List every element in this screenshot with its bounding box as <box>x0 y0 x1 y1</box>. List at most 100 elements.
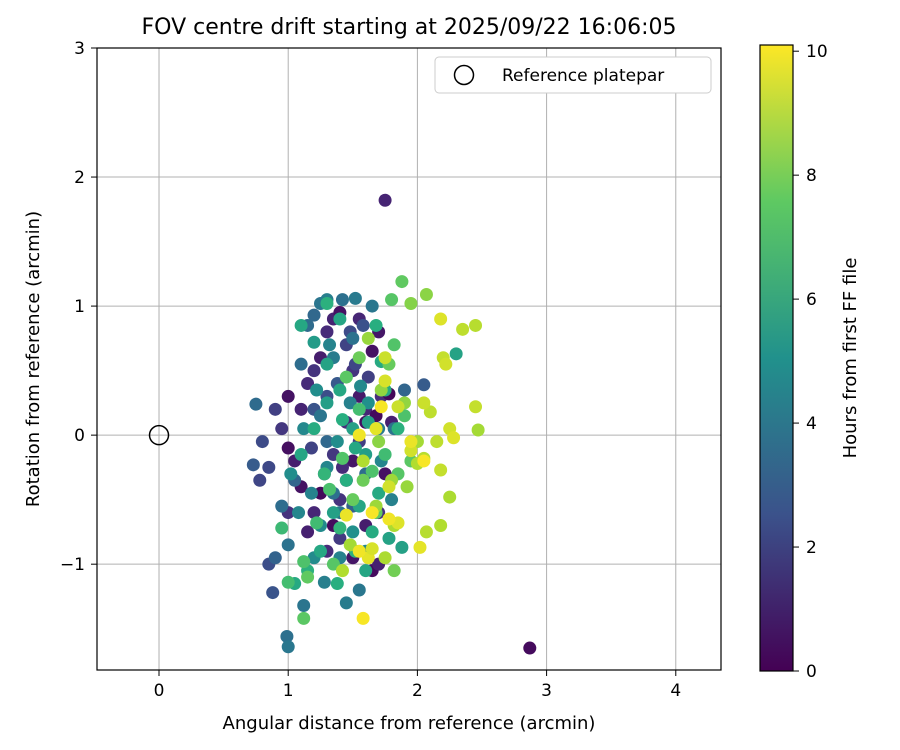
scatter-point <box>419 287 433 301</box>
scatter-point <box>335 293 349 307</box>
legend-box <box>434 56 712 94</box>
scatter-point <box>434 463 448 477</box>
scatter-point <box>301 570 315 584</box>
scatter-point <box>281 389 295 403</box>
scatter-point <box>439 357 453 371</box>
scatter-point <box>404 297 418 311</box>
y-axis-ticks: −1 0 1 2 3 <box>60 39 97 575</box>
scatter-point <box>307 506 321 520</box>
x-tick-label: 4 <box>670 681 681 701</box>
scatter-point <box>365 506 379 520</box>
scatter-point <box>391 422 405 436</box>
scatter-point <box>404 444 418 458</box>
scatter-point <box>348 441 362 455</box>
scatter-point <box>320 435 334 449</box>
scatter-point <box>297 422 311 436</box>
scatter-point <box>307 308 321 322</box>
scatter-point <box>365 542 379 556</box>
scatter-point <box>301 377 315 391</box>
scatter-point <box>323 482 337 496</box>
scatter-point <box>330 577 344 591</box>
colorbar-tick-label: 4 <box>806 414 817 434</box>
scatter-point <box>307 335 321 349</box>
scatter-point <box>469 318 483 332</box>
scatter-point <box>404 435 418 449</box>
scatter-point <box>456 322 470 336</box>
scatter-point <box>378 351 392 365</box>
scatter-point <box>275 521 289 535</box>
scatter-point <box>333 383 347 397</box>
scatter-point <box>301 525 315 539</box>
scatter-point <box>310 383 324 397</box>
scatter-point <box>372 435 386 449</box>
scatter-point <box>333 521 347 535</box>
chart-title: FOV centre drift starting at 2025/09/22 … <box>142 15 677 40</box>
scatter-point <box>330 435 344 449</box>
scatter-point <box>352 428 366 442</box>
legend: Reference platepar <box>434 56 712 94</box>
scatter-point <box>417 454 431 468</box>
scatter-point <box>397 409 411 423</box>
scatter-point <box>320 396 334 410</box>
scatter-point <box>469 400 483 414</box>
scatter-point <box>443 490 457 504</box>
scatter-point <box>352 351 366 365</box>
colorbar-tick-label: 8 <box>806 166 817 186</box>
scatter-point <box>335 451 349 465</box>
scatter-point <box>339 370 353 384</box>
scatter-point <box>310 516 324 530</box>
grid-lines <box>97 47 721 670</box>
colorbar-tick-label: 10 <box>806 42 828 62</box>
scatter-point <box>395 540 409 554</box>
y-tick-label: 2 <box>74 168 85 188</box>
scatter-point <box>369 422 383 436</box>
scatter-point <box>346 525 360 539</box>
scatter-point <box>297 598 311 612</box>
scatter-point <box>361 370 375 384</box>
scatter-point <box>385 293 399 307</box>
scatter-point <box>346 454 360 468</box>
scatter-point <box>339 596 353 610</box>
scatter-point <box>361 396 375 410</box>
reference-platepar-marker <box>148 424 170 446</box>
scatter-point <box>419 525 433 539</box>
scatter-point <box>423 405 437 419</box>
scatter-point <box>378 374 392 388</box>
scatter-point <box>382 512 396 526</box>
scatter-point <box>284 467 298 481</box>
scatter-point <box>294 357 308 371</box>
scatter-point <box>391 400 405 414</box>
scatter-point <box>275 422 289 436</box>
scatter-point <box>280 629 294 643</box>
plot-frame <box>96 47 722 671</box>
scatter-point <box>365 464 379 478</box>
scatter-point <box>297 555 311 569</box>
scatter-point <box>471 423 485 437</box>
scatter-point <box>314 409 328 423</box>
colorbar-gradient <box>759 44 794 672</box>
scatter-point <box>346 493 360 507</box>
scatter-point <box>281 640 295 654</box>
legend-marker <box>453 64 475 86</box>
scatter-point <box>253 473 267 487</box>
scatter-point <box>268 551 282 565</box>
scatter-point <box>343 396 357 410</box>
scatter-point <box>356 454 370 468</box>
scatter-point <box>387 338 401 352</box>
y-tick-label: 1 <box>74 297 85 317</box>
scatter-point <box>294 318 308 332</box>
x-tick-label: 2 <box>412 681 423 701</box>
scatter-point <box>352 402 366 416</box>
scatter-point <box>249 397 263 411</box>
colorbar-tick-label: 6 <box>806 290 817 310</box>
scatter-point <box>304 486 318 500</box>
scatter-point <box>434 518 448 532</box>
x-tick-label: 3 <box>541 681 552 701</box>
scatter-points <box>246 193 537 655</box>
x-axis-ticks: 0 1 2 3 4 <box>154 670 681 701</box>
scatter-point <box>294 402 308 416</box>
scatter-point <box>281 538 295 552</box>
y-tick-label: 3 <box>74 39 85 59</box>
scatter-point <box>343 538 357 552</box>
